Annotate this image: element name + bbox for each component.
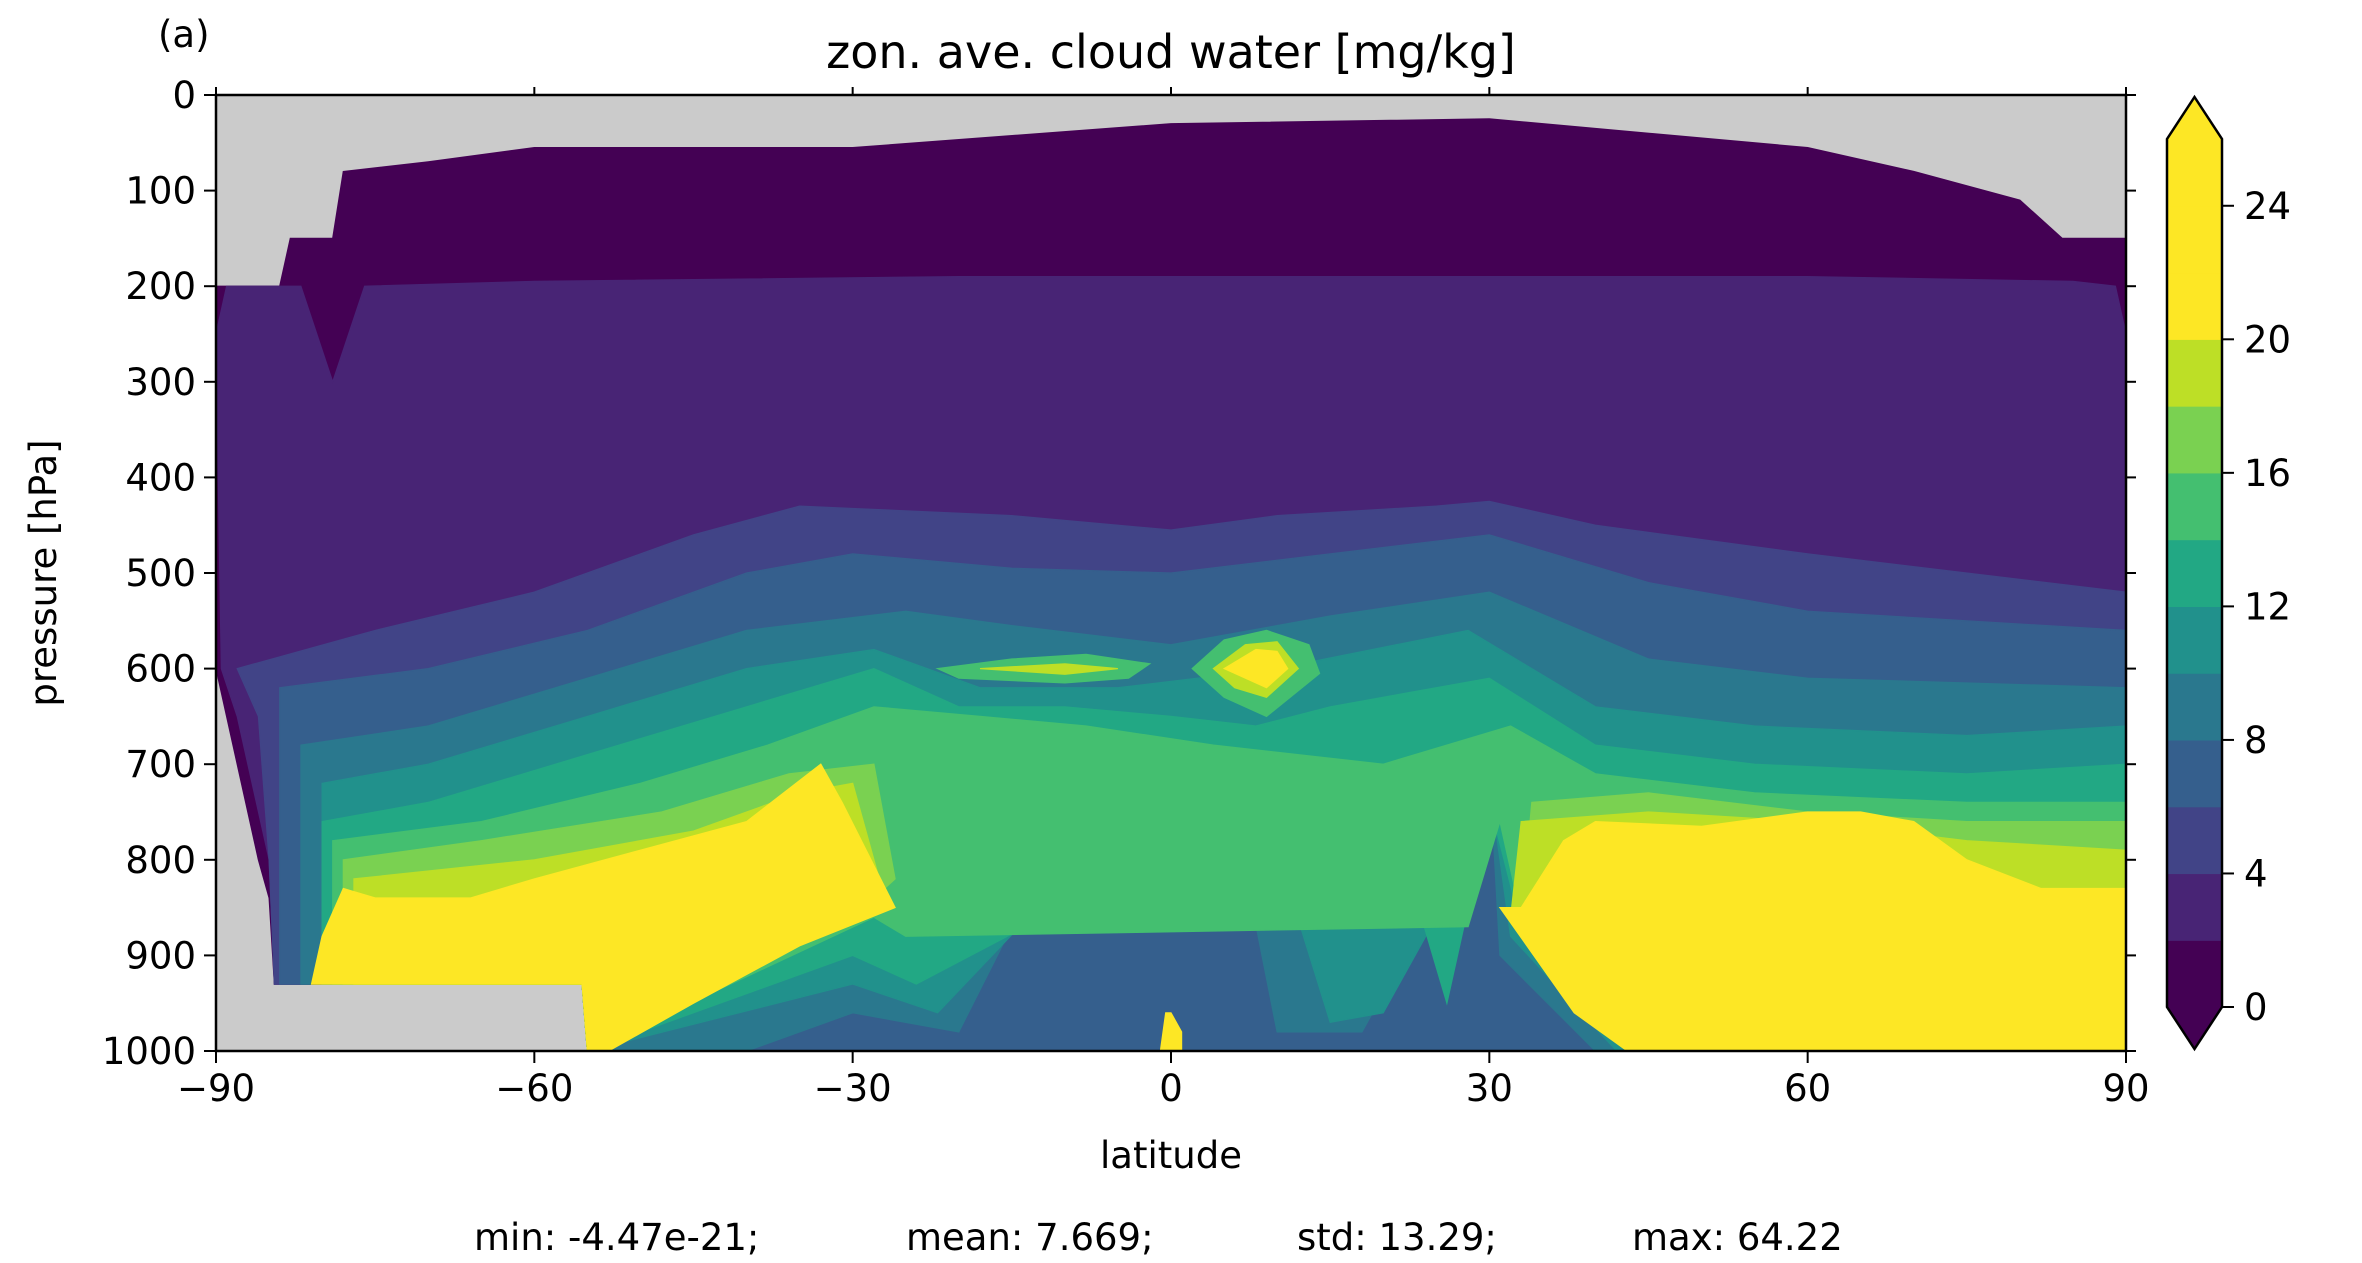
colorbar-extend-under	[2167, 1007, 2222, 1049]
colorbar-swatch	[2167, 272, 2222, 340]
colorbar-swatch	[2167, 806, 2222, 875]
y-tick-label: 600	[125, 648, 196, 691]
y-tick-label: 400	[125, 456, 196, 499]
colorbar-swatch	[2167, 606, 2222, 674]
y-tick-label: 1000	[102, 1030, 196, 1073]
y-tick-label: 800	[125, 839, 196, 882]
y-axis-label: pressure [hPa]	[22, 439, 65, 706]
y-tick-label: 200	[125, 265, 196, 308]
y-tick-label: 500	[125, 552, 196, 595]
colorbar-tick-label: 0	[2244, 986, 2268, 1029]
colorbar: 0 4 8 12 16 20 24	[2165, 94, 2291, 1052]
colorbar-swatch	[2167, 940, 2222, 1008]
contour-fills	[216, 118, 2126, 1051]
x-tick-label: 30	[1466, 1067, 1513, 1110]
max-region-north	[1498, 811, 2126, 1051]
colorbar-swatch	[2167, 873, 2222, 941]
x-tick-label: 90	[2102, 1067, 2149, 1110]
colorbar-swatch	[2167, 339, 2222, 407]
surface-equatorial-max	[1159, 1012, 1183, 1051]
stats-std: std: 13.29;	[1297, 1216, 1497, 1259]
x-tick-label: 60	[1784, 1067, 1831, 1110]
stats-min: min: -4.47e-21;	[474, 1216, 759, 1259]
max-region-south	[310, 763, 896, 1051]
x-axis: −90 −60 −30 0 30 60 90	[177, 87, 2150, 1110]
colorbar-swatch	[2167, 739, 2222, 808]
colorbar-tick-label: 20	[2244, 318, 2291, 361]
x-tick-label: 0	[1159, 1067, 1183, 1110]
stats-line: min: -4.47e-21; mean: 7.669; std: 13.29;…	[474, 1216, 1843, 1259]
y-tick-label: 0	[172, 74, 196, 117]
y-tick-label: 700	[125, 743, 196, 786]
tropical-band-inner	[979, 663, 1118, 675]
colorbar-swatch	[2167, 673, 2222, 741]
colorbar-tick-label: 12	[2244, 585, 2291, 628]
colorbar-extend-over	[2167, 97, 2222, 139]
stats-max: max: 64.22	[1632, 1216, 1843, 1259]
chart-title: zon. ave. cloud water [mg/kg]	[826, 25, 1516, 79]
colorbar-swatch	[2167, 139, 2222, 207]
x-tick-label: −30	[814, 1067, 892, 1110]
colorbar-swatch	[2167, 406, 2222, 474]
y-tick-label: 300	[125, 361, 196, 404]
y-axis: 0 100 200 300 400 500 600 700 800 900 1000	[102, 74, 2136, 1073]
colorbar-swatch	[2167, 205, 2222, 274]
colorbar-tick-label: 16	[2244, 452, 2291, 495]
tropical-core-max	[1222, 648, 1289, 689]
colorbar-swatch	[2167, 539, 2222, 607]
panel-label: (a)	[158, 13, 210, 56]
y-tick-label: 100	[125, 170, 196, 213]
y-tick-label: 900	[125, 934, 196, 977]
stats-mean: mean: 7.669;	[906, 1216, 1154, 1259]
x-tick-label: −90	[177, 1067, 255, 1110]
plot-area	[216, 95, 2126, 1051]
colorbar-tick-label: 24	[2244, 185, 2291, 228]
colorbar-tick-label: 4	[2244, 852, 2268, 895]
colorbar-tick-label: 8	[2244, 719, 2268, 762]
x-axis-label: latitude	[1100, 1134, 1242, 1177]
x-tick-label: −60	[495, 1067, 573, 1110]
colorbar-swatch	[2167, 472, 2222, 541]
